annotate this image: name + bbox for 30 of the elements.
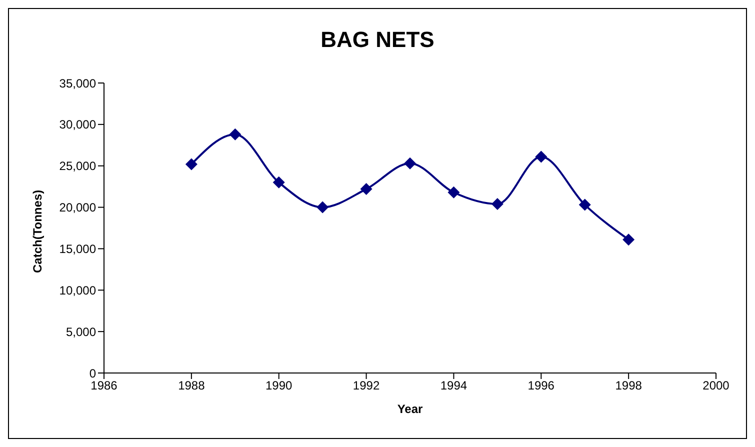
point: [360, 183, 372, 196]
point: [185, 158, 198, 170]
x-axis-title: Year: [397, 402, 424, 416]
x-tick-label: 1998: [615, 378, 642, 393]
x-tick-label: 1992: [352, 378, 380, 393]
point: [404, 157, 416, 170]
point: [229, 128, 242, 140]
x-tick-label: 1996: [528, 378, 555, 393]
x-tick-label: 1986: [90, 378, 118, 393]
point: [578, 198, 591, 211]
x-tick-label: 1990: [266, 378, 293, 393]
x-tick-label: 1994: [440, 378, 468, 393]
x-tick-label: 2000: [702, 378, 730, 393]
y-tick-label: 0: [89, 366, 96, 380]
y-tick-label: 30,000: [59, 118, 96, 132]
y-tick-label: 15,000: [59, 242, 96, 256]
y-tick-label: 10,000: [59, 283, 96, 298]
point: [622, 234, 635, 246]
point: [316, 201, 329, 214]
y-tick-label: 20,000: [59, 200, 96, 215]
point: [535, 150, 548, 163]
y-tick-label: 5,000: [66, 324, 96, 339]
x-tick-label: 1988: [178, 378, 206, 393]
y-tick-label: 35,000: [59, 76, 96, 90]
y-axis-title: Catch(Tonnes): [30, 190, 44, 273]
point: [448, 186, 460, 198]
point: [272, 176, 285, 188]
point: [491, 198, 504, 210]
y-tick-label: 25,000: [59, 159, 96, 174]
chart-title: BAG NETS: [320, 27, 436, 53]
